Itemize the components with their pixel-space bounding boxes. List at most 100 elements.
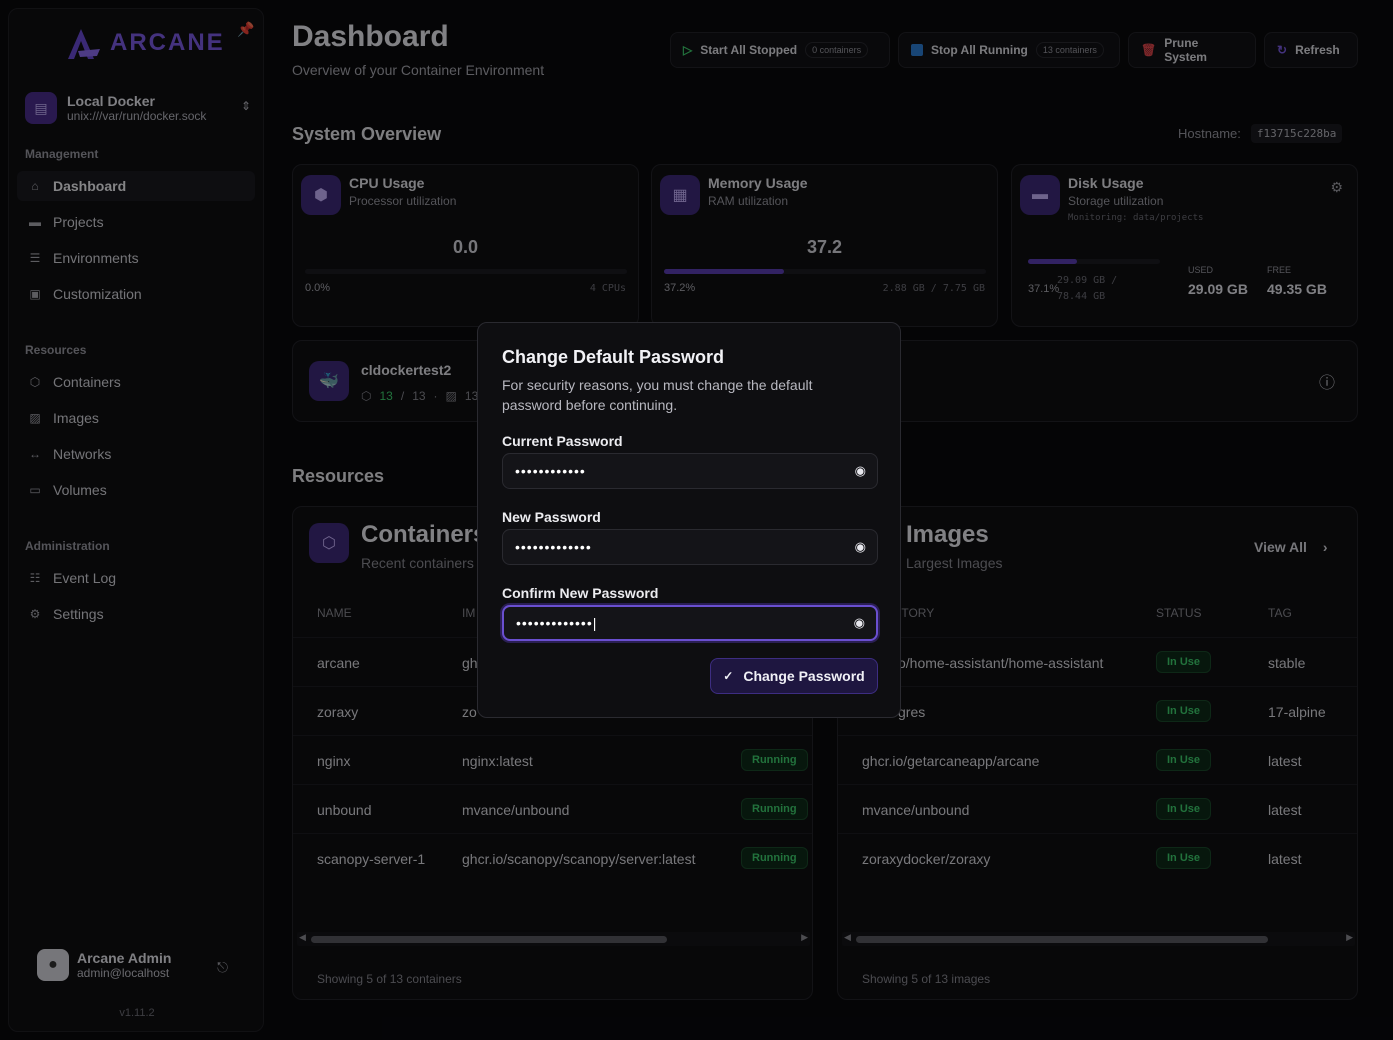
start-label: Start All Stopped <box>700 43 798 57</box>
stop-label: Stop All Running <box>931 43 1028 57</box>
current-password-label: Current Password <box>502 433 623 449</box>
folder-icon: ▬ <box>29 215 41 229</box>
column-header-tag[interactable]: TAG <box>1268 606 1292 620</box>
scroll-right-icon[interactable]: ▶ <box>801 932 808 942</box>
image-repository: mvance/unbound <box>862 802 970 818</box>
logo[interactable]: ARCANE <box>64 25 225 61</box>
card-subtitle: RAM utilization <box>708 194 789 208</box>
divider <box>838 686 1357 687</box>
new-password-label: New Password <box>502 509 601 525</box>
user-profile[interactable]: ● Arcane Admin admin@localhost <box>37 949 171 981</box>
change-password-button[interactable]: ✓ Change Password <box>710 658 878 694</box>
image-tag: latest <box>1268 851 1302 867</box>
section-resources: Resources <box>25 343 87 357</box>
current-password-field[interactable]: •••••••••••• ◉ <box>502 453 878 489</box>
scrollbar-thumb[interactable] <box>856 936 1268 943</box>
disk-usage-card: ▬ Disk Usage Storage utilization Monitor… <box>1011 164 1358 327</box>
refresh-label: Refresh <box>1295 43 1340 57</box>
sidebar-item-settings[interactable]: ⚙ Settings <box>17 599 255 629</box>
container-icon: ⬡ <box>309 523 349 563</box>
gear-icon[interactable]: ⚙ <box>1330 179 1343 195</box>
eye-icon[interactable]: ◉ <box>854 539 867 554</box>
dialog-description: For security reasons, you must change th… <box>502 377 813 413</box>
version-label: v1.11.2 <box>119 1007 155 1019</box>
new-password-field[interactable]: ••••••••••••• ◉ <box>502 529 878 565</box>
sidebar-item-volumes[interactable]: ▭ Volumes <box>17 475 255 505</box>
eye-icon[interactable]: ◉ <box>853 615 866 630</box>
container-name: arcane <box>317 655 360 671</box>
sidebar-item-networks[interactable]: ↔ Networks <box>17 439 255 469</box>
column-header-status[interactable]: STATUS <box>1156 606 1202 620</box>
images-card: Images Largest Images View All › ITORY ST… <box>837 506 1358 1000</box>
dot-separator: · <box>433 389 438 403</box>
logout-icon[interactable]: ⎋ <box>217 959 229 975</box>
sidebar-item-label: Projects <box>53 214 104 230</box>
disk-free-label: FREE <box>1267 265 1292 275</box>
total-count: 13 <box>412 389 426 403</box>
change-password-dialog: Change Default Password For security rea… <box>477 322 901 718</box>
container-image: mvance/unbound <box>462 802 570 818</box>
divider <box>293 735 812 736</box>
card-title: CPU Usage <box>349 175 425 191</box>
view-all-link[interactable]: View All › <box>1254 539 1328 555</box>
image-tag: 17-alpine <box>1268 704 1326 720</box>
status-badge: Running <box>741 847 808 869</box>
sidebar-item-projects[interactable]: ▬ Projects <box>17 207 255 237</box>
images-subtitle: Largest Images <box>906 555 1003 571</box>
hostname-value: f13715c228ba <box>1250 124 1343 143</box>
start-all-stopped-button[interactable]: ▷ Start All Stopped 0 containers <box>670 32 890 68</box>
eye-icon[interactable]: ◉ <box>854 463 867 478</box>
sidebar-item-label: Environments <box>53 250 139 266</box>
environment-name: Local Docker <box>67 93 155 109</box>
prune-system-button[interactable]: 🗑 Prune System <box>1128 32 1256 68</box>
user-name: Arcane Admin <box>77 950 172 966</box>
images-title: Images <box>906 521 989 548</box>
pin-icon[interactable]: 📌 <box>237 21 255 37</box>
sidebar-item-environments[interactable]: ☰ Environments <box>17 243 255 273</box>
container-image: nginx:latest <box>462 753 533 769</box>
disk-icon: ▬ <box>1020 175 1060 215</box>
sidebar: ARCANE 📌 ▤ Local Docker unix:///var/run/… <box>8 8 264 1032</box>
resources-title: Resources <box>292 466 385 486</box>
gear-icon: ⚙ <box>29 607 41 621</box>
memory-value: 37.2 <box>806 237 843 257</box>
refresh-button[interactable]: ↻ Refresh <box>1264 32 1358 68</box>
stop-all-running-button[interactable]: Stop All Running 13 containers <box>898 32 1120 68</box>
column-header-image[interactable]: IM <box>462 606 476 620</box>
column-header-name[interactable]: NAME <box>317 606 352 620</box>
disk-used-value: 29.09 GB <box>1188 281 1248 297</box>
horizontal-scrollbar[interactable]: ◀ ▶ <box>297 932 810 946</box>
status-badge: In Use <box>1156 847 1212 869</box>
running-count: 13 <box>379 389 393 403</box>
disk-used-label: USED <box>1188 265 1214 275</box>
start-count-badge: 0 containers <box>805 42 869 58</box>
sidebar-item-dashboard[interactable]: ⌂ Dashboard <box>17 171 255 201</box>
confirm-password-label: Confirm New Password <box>502 585 659 601</box>
sidebar-item-customization[interactable]: ▣ Customization <box>17 279 255 309</box>
scroll-left-icon[interactable]: ◀ <box>844 932 851 942</box>
cpu-percent: 0.0% <box>305 282 331 294</box>
sidebar-item-label: Settings <box>53 606 104 622</box>
scroll-left-icon[interactable]: ◀ <box>299 932 306 942</box>
logo-text: ARCANE <box>110 29 225 56</box>
sidebar-item-label: Dashboard <box>53 178 127 194</box>
scrollbar-thumb[interactable] <box>311 936 667 943</box>
disk-progress-fill <box>1028 259 1077 264</box>
confirm-password-value: •••••••••••••| <box>516 615 598 631</box>
image-repository: gres <box>898 704 926 720</box>
containers-title: Containers <box>361 521 487 548</box>
horizontal-scrollbar[interactable]: ◀ ▶ <box>842 932 1355 946</box>
section-administration: Administration <box>25 539 110 553</box>
scroll-right-icon[interactable]: ▶ <box>1346 932 1353 942</box>
environment-selector[interactable]: ▤ Local Docker unix:///var/run/docker.so… <box>25 85 257 131</box>
confirm-password-field[interactable]: •••••••••••••| ◉ <box>502 605 878 641</box>
sidebar-item-event-log[interactable]: ☷ Event Log <box>17 563 255 593</box>
info-icon[interactable]: ⓘ <box>1318 375 1335 392</box>
column-header-repository[interactable]: ITORY <box>898 606 935 620</box>
dialog-title: Change Default Password <box>502 347 725 367</box>
stop-count-badge: 13 containers <box>1035 42 1104 58</box>
images-footer: Showing 5 of 13 images <box>862 972 991 986</box>
sidebar-item-containers[interactable]: ⬡ Containers <box>17 367 255 397</box>
containers-subtitle: Recent containers <box>361 555 474 571</box>
sidebar-item-images[interactable]: ▨ Images <box>17 403 255 433</box>
